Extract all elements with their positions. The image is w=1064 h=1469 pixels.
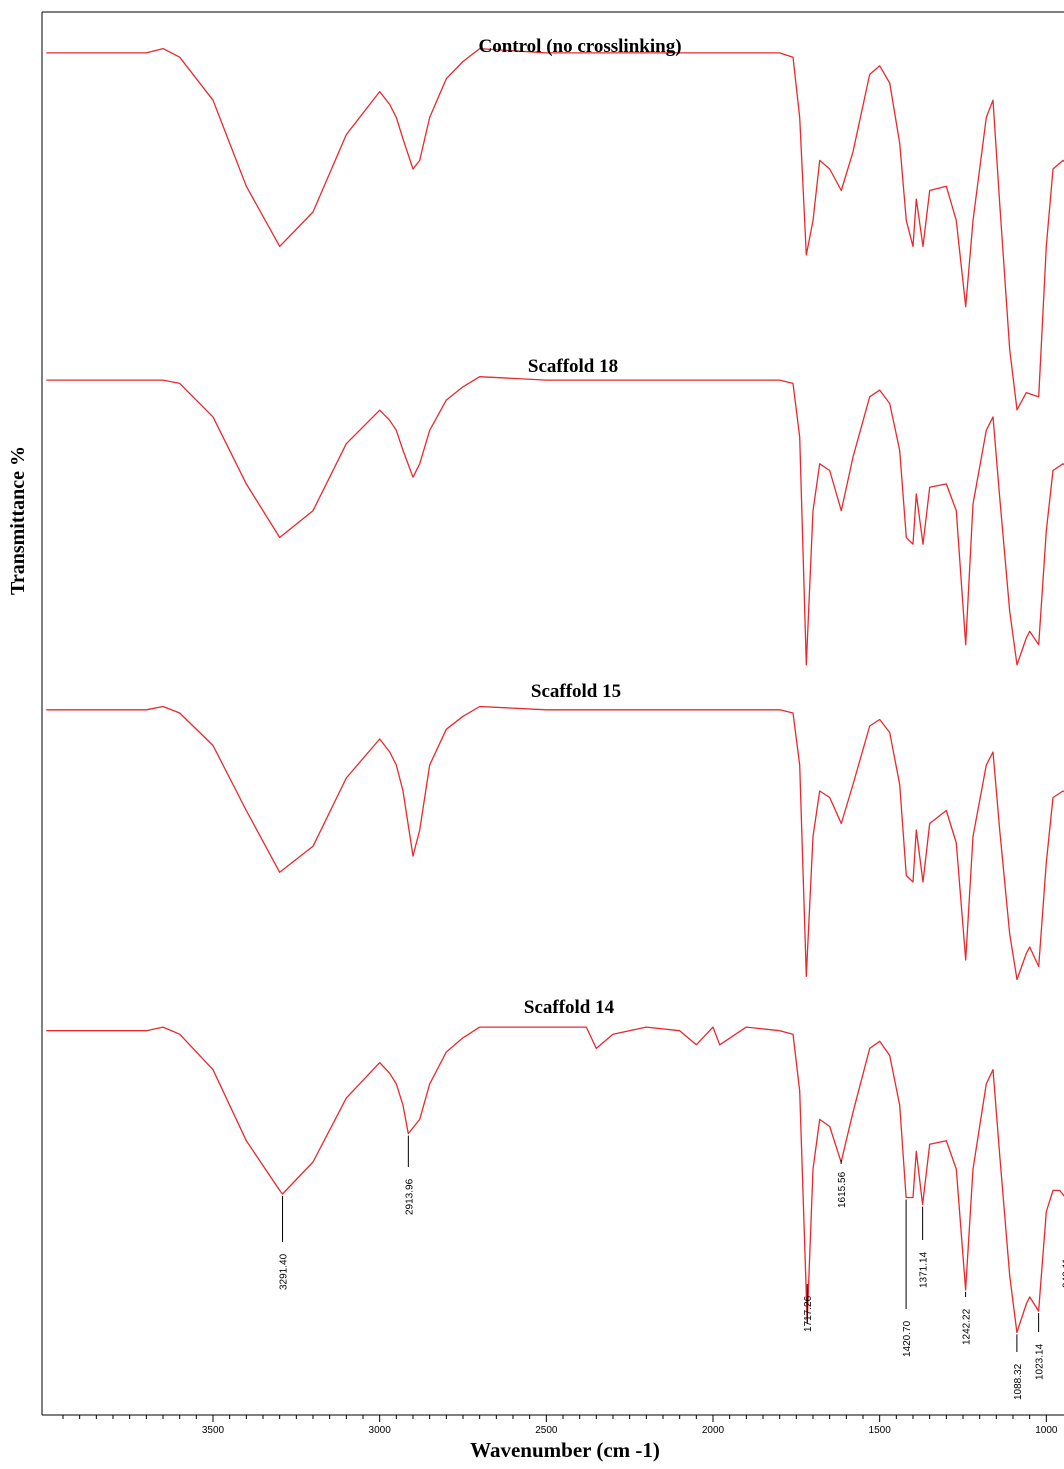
peak-label: 1088.32 [1013,1363,1024,1400]
peak-label: 1023.14 [1035,1343,1046,1380]
trace-title-3: Scaffold 15 [531,681,621,702]
y-axis-label: Transmittance % [4,380,34,660]
peak-label: 1242.22 [962,1308,973,1345]
spectrum-line-4 [46,1027,1064,1332]
x-tick-label: 1000 [1035,1425,1058,1436]
x-tick-label: 3500 [202,1425,225,1436]
peak-label: 1420.70 [902,1320,913,1357]
peak-label: 2913.96 [404,1178,415,1215]
peak-label: 1615.56 [837,1171,848,1208]
trace-title-4: Scaffold 14 [524,997,615,1018]
trace-title-2: Scaffold 18 [528,356,618,377]
spectrum-line-2 [46,377,1064,665]
peak-label: 1371.14 [919,1251,930,1288]
x-tick-label: 2000 [702,1425,725,1436]
trace-title-1: Control (no crosslinking) [478,36,681,57]
peak-label: 1717.26 [803,1295,814,1332]
x-tick-label: 1500 [869,1425,892,1436]
spectrum-line-3 [46,707,1064,980]
x-tick-label: 2500 [535,1425,558,1436]
peak-label: 3291.40 [279,1253,290,1290]
x-axis-label: Wavenumber (cm -1) [400,1438,730,1463]
x-tick-label: 3000 [369,1425,392,1436]
